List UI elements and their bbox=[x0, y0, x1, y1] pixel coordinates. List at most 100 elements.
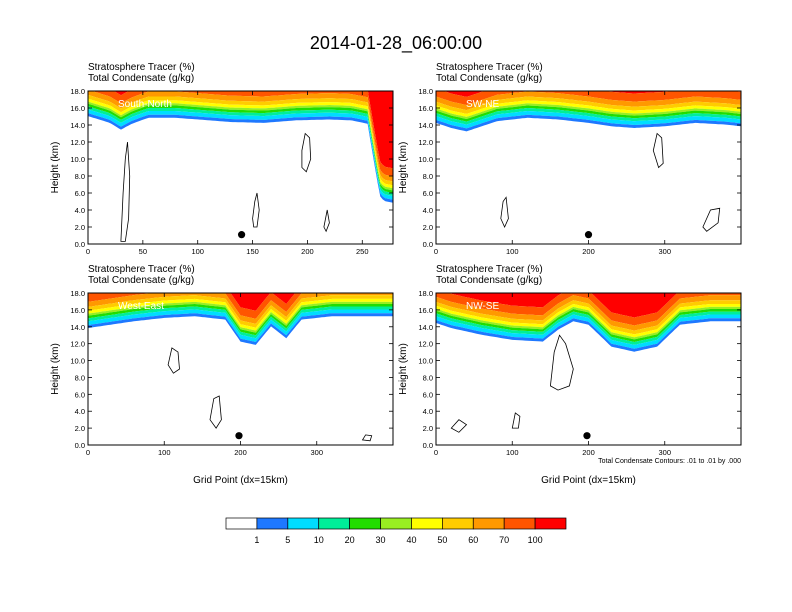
x-tick-label: 0 bbox=[434, 448, 438, 457]
tracer-band bbox=[436, 103, 741, 119]
plot-frame bbox=[87, 90, 394, 245]
x-tick-label: 300 bbox=[658, 448, 671, 457]
colorbar-label: 20 bbox=[345, 535, 355, 545]
colorbar-label: 30 bbox=[376, 535, 386, 545]
colorbar-label: 5 bbox=[285, 535, 290, 545]
tracer-band bbox=[436, 105, 741, 122]
y-tick-label: 10.0 bbox=[70, 155, 85, 164]
tracer-band bbox=[88, 309, 393, 342]
y-tick-label: 0.0 bbox=[423, 441, 433, 450]
y-tick-label: 12.0 bbox=[418, 340, 433, 349]
tracer-band bbox=[436, 100, 741, 117]
x-tick-label: 200 bbox=[301, 247, 314, 256]
panel-nw-se: Stratosphere Tracer (%) Total Condensate… bbox=[398, 264, 742, 486]
panel-header-line-2: Total Condensate (g/kg) bbox=[436, 73, 542, 84]
condensate-contour bbox=[252, 192, 260, 228]
condensate-contour bbox=[361, 434, 373, 442]
panel-label: South-North bbox=[118, 99, 172, 110]
colorbar-label: 100 bbox=[528, 535, 543, 545]
plot-area bbox=[88, 293, 393, 445]
y-tick-label: 2.0 bbox=[75, 223, 85, 232]
colorbar-cell bbox=[287, 517, 320, 530]
tracer-band bbox=[88, 106, 393, 196]
tracer-band bbox=[92, 91, 393, 177]
y-tick-label: 10.0 bbox=[418, 155, 433, 164]
panel-south-north: Stratosphere Tracer (%) Total Condensate… bbox=[50, 62, 394, 256]
y-tick-label: 4.0 bbox=[423, 407, 433, 416]
tracer-band bbox=[436, 300, 741, 335]
y-tick-label: 16.0 bbox=[418, 104, 433, 113]
colorbar-cell bbox=[380, 517, 412, 530]
tracer-band bbox=[436, 304, 741, 338]
y-tick-label: 6.0 bbox=[423, 189, 433, 198]
tracer-band bbox=[436, 311, 741, 345]
condensate-contour bbox=[323, 209, 330, 233]
colorbar-label: 60 bbox=[468, 535, 478, 545]
colorbar-cell bbox=[534, 517, 567, 530]
colorbar-label: 1 bbox=[254, 535, 259, 545]
x-tick-label: 150 bbox=[246, 247, 259, 256]
tracer-band-100 bbox=[443, 91, 741, 97]
tracer-band bbox=[436, 309, 741, 342]
tracer-band bbox=[88, 298, 393, 331]
condensate-contour bbox=[500, 196, 509, 228]
tracer-band-1 bbox=[436, 318, 741, 352]
x-tick-label: 100 bbox=[506, 448, 519, 457]
y-tick-label: 4.0 bbox=[423, 206, 433, 215]
y-tick-label: 0.0 bbox=[423, 240, 433, 249]
tracer-band bbox=[88, 109, 393, 200]
x-axis-label: Grid Point (dx=15km) bbox=[193, 475, 288, 486]
colorbar-cell bbox=[472, 517, 505, 530]
x-tick-label: 0 bbox=[434, 247, 438, 256]
tracer-band-1 bbox=[436, 114, 741, 132]
condensate-contour bbox=[549, 334, 574, 391]
x-tick-label: 250 bbox=[356, 247, 369, 256]
tracer-band bbox=[436, 111, 741, 129]
y-tick-label: 8.0 bbox=[423, 373, 433, 382]
panel-label: West-East bbox=[118, 301, 164, 312]
condensate-contour bbox=[652, 132, 664, 169]
tracer-band bbox=[88, 103, 393, 193]
tracer-band bbox=[88, 295, 393, 328]
tracer-band bbox=[88, 91, 393, 182]
panel-header-line-1: Stratosphere Tracer (%) bbox=[88, 264, 195, 275]
y-tick-label: 2.0 bbox=[423, 424, 433, 433]
y-axis-label: Height (km) bbox=[50, 343, 61, 395]
y-tick-label: 8.0 bbox=[423, 172, 433, 181]
condensate-contour bbox=[702, 207, 721, 232]
y-tick-label: 18.0 bbox=[70, 87, 85, 96]
colorbar-cell bbox=[256, 517, 289, 530]
y-tick-label: 6.0 bbox=[75, 189, 85, 198]
figure-title: 2014-01-28_06:00:00 bbox=[310, 33, 482, 54]
y-tick-label: 4.0 bbox=[75, 206, 85, 215]
x-tick-label: 300 bbox=[310, 448, 323, 457]
condensate-contour bbox=[450, 419, 468, 433]
condensate-contour bbox=[301, 132, 312, 173]
y-tick-label: 14.0 bbox=[70, 121, 85, 130]
colorbar: 1 5 10 20 30 40 50 60 70 100 bbox=[225, 517, 567, 545]
y-tick-label: 12.0 bbox=[418, 138, 433, 147]
colorbar-label: 40 bbox=[406, 535, 416, 545]
colorbar-label: 50 bbox=[437, 535, 447, 545]
tracer-band-100 bbox=[448, 293, 678, 318]
condensate-contour bbox=[511, 412, 521, 429]
location-marker bbox=[235, 432, 243, 440]
tracer-band bbox=[436, 306, 741, 340]
x-tick-label: 100 bbox=[506, 247, 519, 256]
plot-area bbox=[436, 293, 741, 445]
tracer-band bbox=[436, 314, 741, 349]
tracer-band bbox=[88, 293, 393, 324]
colorbar-cell bbox=[442, 517, 474, 530]
y-tick-label: 0.0 bbox=[75, 441, 85, 450]
panel-header-line-1: Stratosphere Tracer (%) bbox=[88, 62, 195, 73]
panel-header-line-2: Total Condensate (g/kg) bbox=[436, 275, 542, 286]
x-tick-label: 300 bbox=[658, 247, 671, 256]
x-tick-label: 200 bbox=[234, 448, 247, 457]
x-tick-label: 200 bbox=[582, 448, 595, 457]
y-tick-label: 14.0 bbox=[418, 323, 433, 332]
condensate-contour bbox=[120, 141, 131, 242]
tracer-band bbox=[88, 98, 393, 189]
panel-west-east: Stratosphere Tracer (%) Total Condensate… bbox=[50, 264, 394, 486]
x-tick-label: 0 bbox=[86, 448, 90, 457]
location-marker bbox=[237, 231, 246, 239]
